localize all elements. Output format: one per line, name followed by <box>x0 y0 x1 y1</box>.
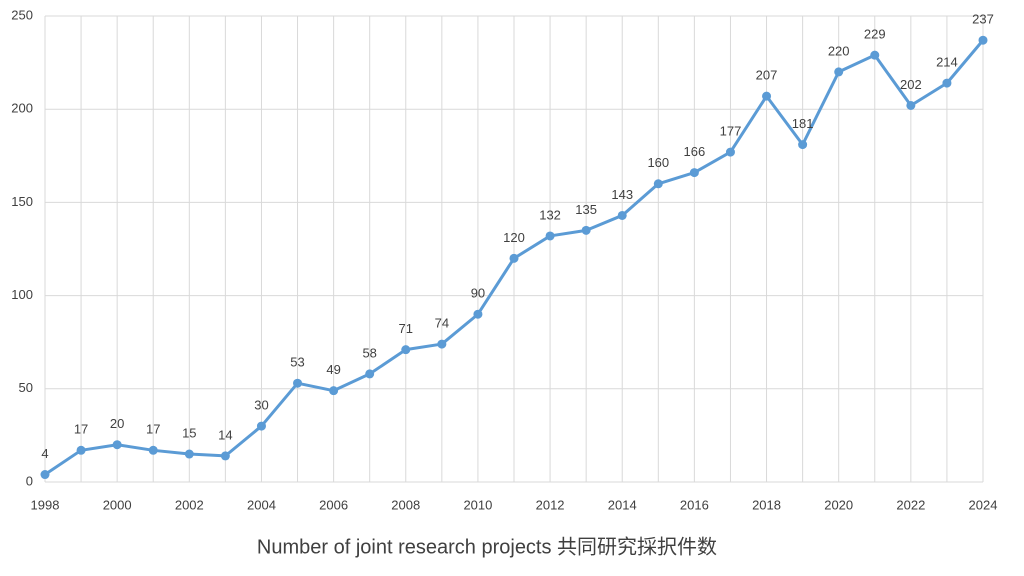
data-point <box>870 50 880 60</box>
x-tick-label: 2016 <box>680 497 709 512</box>
data-point <box>906 100 916 110</box>
x-tick-label: 2018 <box>752 497 781 512</box>
data-point <box>473 309 483 319</box>
data-point <box>798 140 808 150</box>
data-point <box>401 345 411 355</box>
x-tick-label: 2024 <box>969 497 998 512</box>
data-point <box>184 449 194 459</box>
data-label: 30 <box>254 398 268 413</box>
x-tick-label: 2006 <box>319 497 348 512</box>
data-label: 135 <box>575 202 597 217</box>
data-label: 58 <box>362 345 376 360</box>
data-label: 177 <box>720 124 742 139</box>
y-tick-label: 150 <box>11 194 33 209</box>
data-point <box>581 225 591 235</box>
y-tick-label: 50 <box>19 380 33 395</box>
data-point <box>76 445 86 455</box>
data-label: 90 <box>471 286 485 301</box>
data-point <box>40 470 50 480</box>
data-point <box>725 147 735 157</box>
data-point <box>978 35 988 45</box>
data-point <box>617 210 627 220</box>
data-label: 17 <box>74 422 88 437</box>
data-label: 143 <box>611 187 633 202</box>
x-axis-label: Number of joint research projects 共同研究採択… <box>257 535 717 558</box>
data-point <box>256 421 266 431</box>
data-point <box>762 91 772 101</box>
data-label: 132 <box>539 207 561 222</box>
data-label: 237 <box>972 12 994 27</box>
data-point <box>437 339 447 349</box>
data-label: 120 <box>503 230 525 245</box>
data-label: 15 <box>182 425 196 440</box>
y-tick-label: 200 <box>11 101 33 116</box>
x-tick-label: 2004 <box>247 497 276 512</box>
data-label: 166 <box>684 144 706 159</box>
x-tick-label: 2008 <box>391 497 420 512</box>
data-point <box>545 231 555 241</box>
x-tick-label: 2022 <box>896 497 925 512</box>
data-label: 20 <box>110 416 124 431</box>
y-tick-label: 250 <box>11 7 33 22</box>
x-tick-label: 2010 <box>463 497 492 512</box>
data-point <box>689 168 699 178</box>
data-point <box>834 67 844 77</box>
x-tick-label: 2012 <box>536 497 565 512</box>
data-label: 74 <box>435 316 449 331</box>
data-point <box>220 451 230 461</box>
x-tick-label: 1998 <box>31 497 60 512</box>
data-label: 202 <box>900 77 922 92</box>
data-point <box>112 440 122 450</box>
y-tick-label: 0 <box>26 473 33 488</box>
data-label: 53 <box>290 355 304 370</box>
data-point <box>365 369 375 379</box>
data-point <box>293 378 303 388</box>
x-tick-label: 2000 <box>103 497 132 512</box>
data-point <box>942 78 952 88</box>
data-label: 214 <box>936 55 958 70</box>
x-tick-label: 2002 <box>175 497 204 512</box>
data-label: 14 <box>218 427 232 442</box>
x-tick-label: 2020 <box>824 497 853 512</box>
data-point <box>509 253 519 263</box>
data-label: 71 <box>399 321 413 336</box>
data-label: 181 <box>792 116 814 131</box>
y-tick-label: 100 <box>11 287 33 302</box>
data-label: 4 <box>41 446 48 461</box>
data-point <box>148 445 158 455</box>
data-point <box>329 386 339 396</box>
data-label: 229 <box>864 27 886 42</box>
data-label: 160 <box>647 155 669 170</box>
data-label: 207 <box>756 68 778 83</box>
data-label: 49 <box>326 362 340 377</box>
data-label: 220 <box>828 43 850 58</box>
x-tick-label: 2014 <box>608 497 637 512</box>
data-point <box>653 179 663 189</box>
data-label: 17 <box>146 422 160 437</box>
